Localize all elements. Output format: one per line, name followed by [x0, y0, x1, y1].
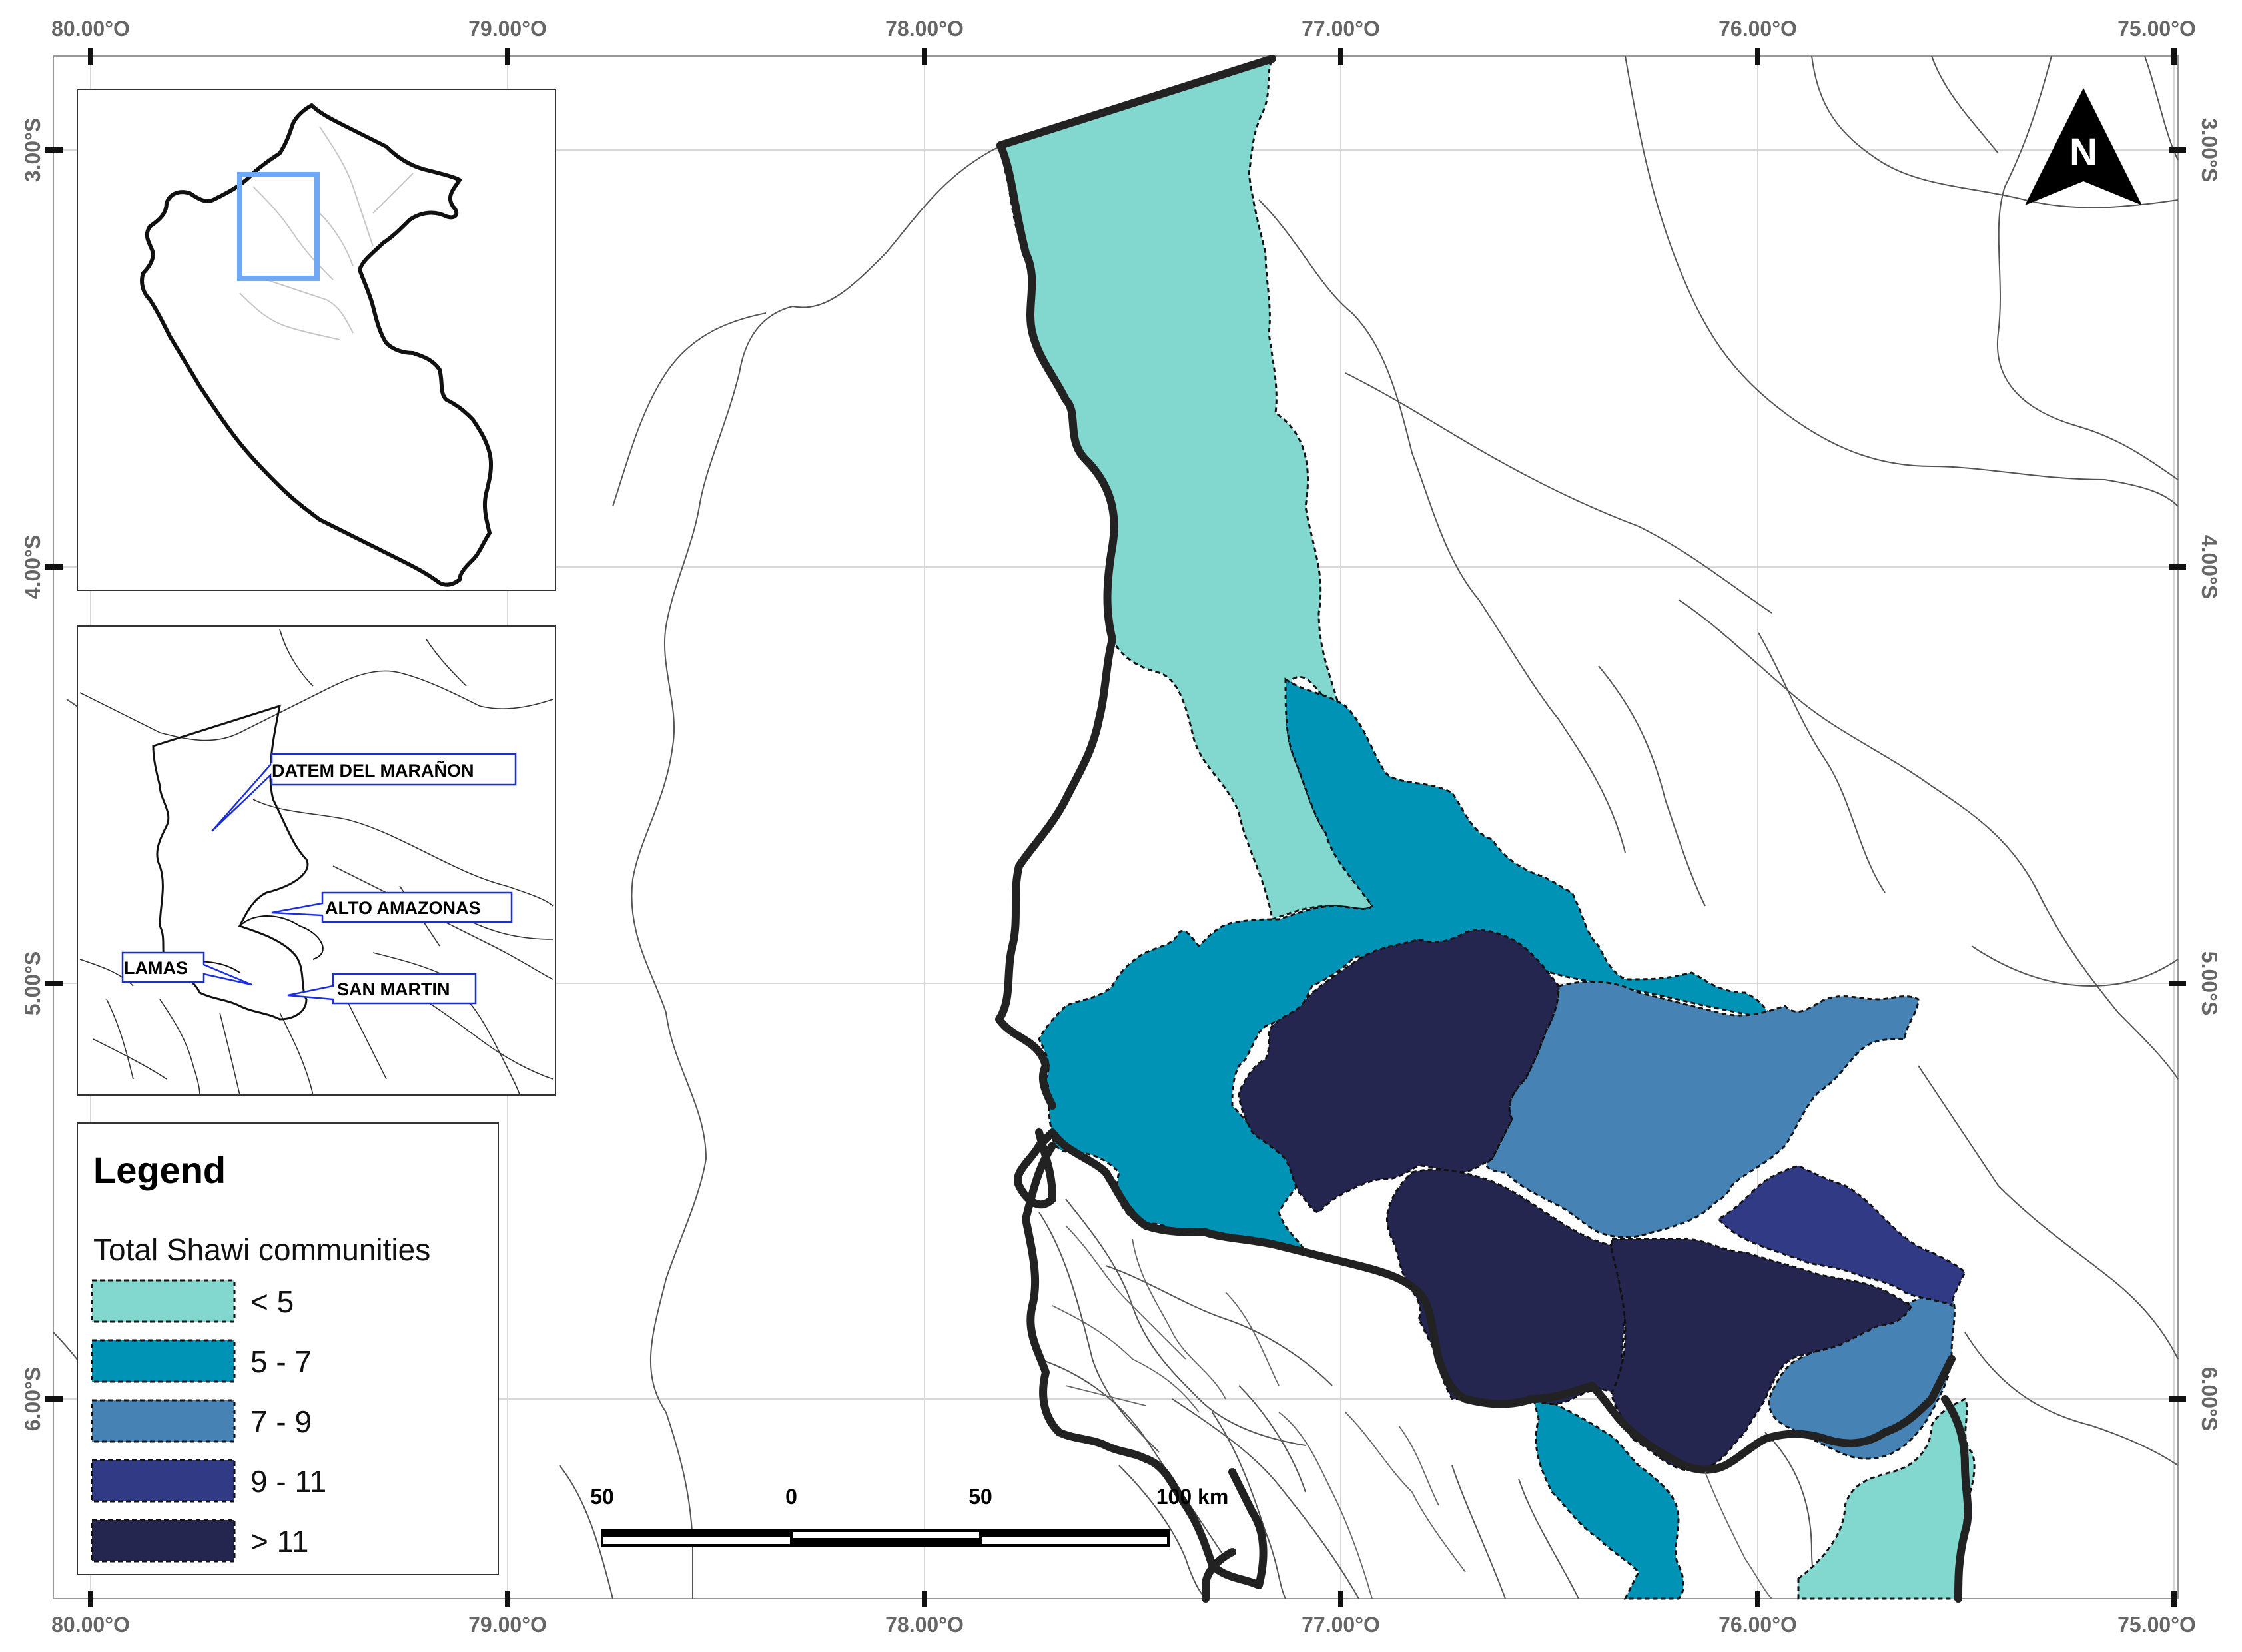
- legend-label-gt11: > 11: [250, 1524, 308, 1559]
- lon-label-top: 77.00°O: [1302, 17, 1380, 41]
- callout-lamas: [121, 951, 252, 986]
- label-datem: DATEM DEL MARAÑON: [272, 760, 474, 781]
- legend: Legend Total Shawi communities < 5 5 - 7…: [77, 1122, 499, 1575]
- legend-title: Legend: [93, 1149, 226, 1191]
- region-gt11-southeast: [1611, 1238, 1914, 1471]
- scale-bar: 50 0 50 100 km: [590, 1485, 1229, 1547]
- legend-swatch-9to11: [91, 1459, 236, 1503]
- study-boundary: [995, 55, 1972, 1603]
- region-gt11-central: [1238, 929, 1560, 1214]
- scale-segment-3-fill: [980, 1531, 1168, 1537]
- inset-peru-study-extent: [237, 172, 320, 281]
- legend-swatch-7to9: [91, 1399, 236, 1443]
- lon-label-bottom: 78.00°O: [885, 1613, 964, 1637]
- inset-provinces: DATEM DEL MARAÑON ALTO AMAZONAS LAMAS SA…: [77, 625, 556, 1096]
- scale-segment-1-fill: [602, 1531, 791, 1537]
- lat-label-left: 5.00°S: [21, 951, 45, 1015]
- graticule-ticks: [45, 48, 2186, 1607]
- graticule-labels-top: 80.00°O 79.00°O 78.00°O 77.00°O 76.00°O …: [51, 17, 2196, 41]
- callout-san-martin: [287, 973, 477, 1005]
- region-9to11: [1716, 1164, 1966, 1308]
- legend-label-7to9: 7 - 9: [250, 1404, 312, 1439]
- legend-swatch-gt11: [91, 1519, 236, 1563]
- legend-label-9to11: 9 - 11: [250, 1464, 326, 1499]
- scale-label-50-left: 50: [590, 1485, 614, 1509]
- legend-label-5to7: 5 - 7: [250, 1344, 312, 1379]
- lon-label-top: 79.00°O: [468, 17, 547, 41]
- lon-label-bottom: 75.00°O: [2117, 1613, 2196, 1637]
- lon-label-bottom: 77.00°O: [1302, 1613, 1380, 1637]
- north-arrow-icon: N: [2025, 88, 2142, 205]
- lat-label-left: 4.00°S: [21, 535, 45, 599]
- lat-label-right: 3.00°S: [2197, 118, 2221, 182]
- legend-swatch-lt5: [91, 1279, 236, 1323]
- inset-peru-internal-lines: [239, 126, 414, 340]
- lon-label-bottom: 79.00°O: [468, 1613, 547, 1637]
- lat-label-left: 3.00°S: [21, 118, 45, 182]
- graticule-labels-bottom: 80.00°O 79.00°O 78.00°O 77.00°O 76.00°O …: [51, 1613, 2196, 1637]
- lon-label-top: 80.00°O: [51, 17, 130, 41]
- lon-label-bottom: 80.00°O: [51, 1613, 130, 1637]
- lon-label-top: 75.00°O: [2117, 17, 2196, 41]
- legend-swatch-5to7: [91, 1339, 236, 1383]
- legend-items: [91, 1279, 236, 1563]
- inset-peru: [77, 89, 556, 591]
- label-lamas: LAMAS: [124, 958, 188, 978]
- southern-admin-lines: [1052, 1225, 1772, 1599]
- legend-label-lt5: < 5: [250, 1284, 294, 1319]
- region-5to7-south: [1530, 1390, 1684, 1600]
- callout-alto-amazonas: [271, 891, 513, 923]
- lat-label-left: 6.00°S: [21, 1367, 45, 1431]
- lat-label-right: 4.00°S: [2197, 535, 2221, 599]
- lon-label-bottom: 76.00°O: [1718, 1613, 1797, 1637]
- label-san-martin: SAN MARTIN: [337, 979, 450, 999]
- region-gt11-southwest: [1386, 1168, 1629, 1407]
- lat-label-right: 5.00°S: [2197, 951, 2221, 1015]
- inset-provinces-frame: [77, 625, 556, 1096]
- label-alto-amazonas: ALTO AMAZONAS: [325, 898, 480, 918]
- province-labels: DATEM DEL MARAÑON ALTO AMAZONAS LAMAS SA…: [123, 759, 482, 1001]
- region-5to7-central: [1038, 677, 1774, 1260]
- north-arrow-letter: N: [2069, 131, 2097, 174]
- scale-segment-2-fill: [791, 1538, 980, 1545]
- graticule-labels-left: 3.00°S 4.00°S 5.00°S 6.00°S: [21, 118, 45, 1431]
- shawi-regions: [999, 57, 1976, 1600]
- lon-label-top: 78.00°O: [885, 17, 964, 41]
- scale-label-100km: 100 km: [1156, 1485, 1229, 1509]
- lat-label-right: 6.00°S: [2197, 1367, 2221, 1431]
- graticule-labels-right: 3.00°S 4.00°S 5.00°S 6.00°S: [2197, 118, 2221, 1431]
- region-7to9-east: [1485, 980, 1920, 1238]
- scale-label-50-right: 50: [968, 1485, 992, 1509]
- legend-subtitle: Total Shawi communities: [93, 1232, 430, 1267]
- province-callouts: [121, 753, 517, 1005]
- inset-provinces-study-outline: [152, 704, 309, 1021]
- callout-datem: [211, 753, 517, 832]
- scale-label-0: 0: [785, 1485, 797, 1509]
- lon-label-top: 76.00°O: [1718, 17, 1797, 41]
- inset-peru-outline: [140, 103, 494, 587]
